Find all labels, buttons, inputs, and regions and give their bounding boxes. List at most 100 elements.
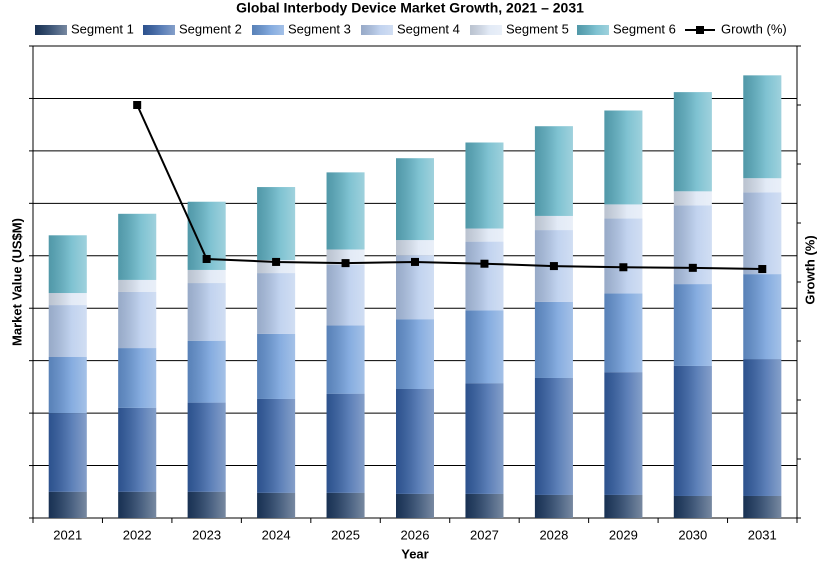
bar-shine [326, 249, 365, 265]
bar-shine [673, 205, 712, 285]
legend-label: Segment 1 [71, 21, 134, 36]
legend-shine [470, 25, 502, 35]
growth-marker [688, 263, 697, 272]
x-tick-label: 2021 [53, 527, 82, 542]
bar-shine [534, 377, 573, 495]
bar-shine [187, 402, 226, 492]
growth-marker [341, 259, 350, 268]
growth-marker [133, 101, 142, 109]
bar-shine [465, 383, 504, 494]
bar-shine [743, 274, 782, 360]
bar-shine [743, 75, 782, 179]
bar-shine [326, 393, 365, 493]
bar-shine [48, 413, 87, 492]
x-tick-label: 2024 [262, 527, 291, 542]
bar-shine [673, 284, 712, 366]
bar-shine [604, 372, 643, 495]
bar-shine [604, 494, 643, 518]
y-axis-title: Market Value (US$M) [9, 218, 24, 346]
bar-shine [118, 291, 157, 349]
bar-shine [396, 240, 434, 256]
bar-shine [604, 293, 643, 373]
legend-label: Growth (%) [721, 21, 787, 36]
bar-shine [48, 293, 87, 306]
x-tick-label: 2026 [401, 527, 430, 542]
chart-title: Global Interbody Device Market Growth, 2… [236, 0, 584, 16]
bar-shine [326, 172, 365, 250]
legend-label: Segment 2 [179, 21, 242, 36]
bar-shine [326, 325, 365, 394]
growth-marker [619, 263, 628, 272]
bar-shine [187, 340, 226, 403]
growth-marker [549, 262, 558, 271]
bar-shine [604, 204, 643, 219]
bar-shine [465, 142, 504, 229]
x-tick-label: 2023 [192, 527, 221, 542]
legend-label: Segment 3 [288, 21, 351, 36]
legend-marker [696, 26, 704, 34]
bar-shine [743, 178, 782, 193]
bar-shine [743, 192, 782, 275]
bar-shine [534, 215, 573, 231]
x-axis-title: Year [401, 546, 428, 561]
bar-shine [257, 333, 296, 399]
legend-shine [252, 25, 284, 35]
bar-shine [48, 491, 87, 518]
y2-axis-title: Growth (%) [802, 235, 817, 304]
bar-shine [48, 356, 87, 414]
bar-shine [257, 273, 296, 334]
legend-shine [361, 25, 393, 35]
bar-shine [48, 305, 87, 357]
legend-shine [577, 25, 609, 35]
bar-shine [187, 491, 226, 518]
bar-shine [326, 492, 365, 518]
bar-shine [257, 492, 296, 518]
x-tick-label: 2027 [470, 527, 499, 542]
bar-shine [118, 407, 157, 492]
bar-shine [534, 301, 573, 378]
bar-shine [743, 359, 782, 496]
x-tick-label: 2029 [609, 527, 638, 542]
bar-shine [48, 235, 87, 294]
x-tick-label: 2022 [123, 527, 152, 542]
growth-marker [480, 259, 489, 268]
bar-shine [118, 348, 157, 408]
bar-shine [396, 388, 434, 494]
x-tick-label: 2030 [678, 527, 707, 542]
bar-shine [187, 269, 226, 284]
bar-shine [396, 158, 434, 241]
bar-shine [743, 495, 782, 518]
bar-shine [118, 213, 157, 280]
bar-shine [396, 319, 434, 389]
bar-shine [465, 310, 504, 384]
legend-shine [35, 25, 67, 35]
bar-shine [465, 493, 504, 518]
x-tick-label: 2031 [748, 527, 777, 542]
bar-shine [534, 494, 573, 518]
legend-label: Segment 6 [613, 21, 676, 36]
bar-shine [187, 283, 226, 341]
bar-shine [673, 495, 712, 518]
bar-shine [604, 218, 643, 294]
bar-shine [465, 241, 504, 311]
legend-label: Segment 4 [397, 21, 460, 36]
bar-shine [673, 365, 712, 496]
legend-label: Segment 5 [506, 21, 569, 36]
bar-shine [604, 110, 643, 205]
bar-shine [118, 279, 157, 292]
growth-line [136, 104, 763, 271]
legend-shine [143, 25, 175, 35]
bar-shine [118, 491, 157, 518]
bar-shine [257, 259, 296, 274]
bar-shine [257, 398, 296, 493]
bar-shine [257, 187, 296, 260]
growth-marker [272, 257, 281, 266]
growth-marker [758, 265, 767, 274]
bar-shine [673, 92, 712, 192]
bar-shine [534, 126, 573, 216]
x-tick-label: 2028 [539, 527, 568, 542]
x-tick-label: 2025 [331, 527, 360, 542]
growth-marker [411, 257, 419, 266]
bar-shine [673, 191, 712, 206]
